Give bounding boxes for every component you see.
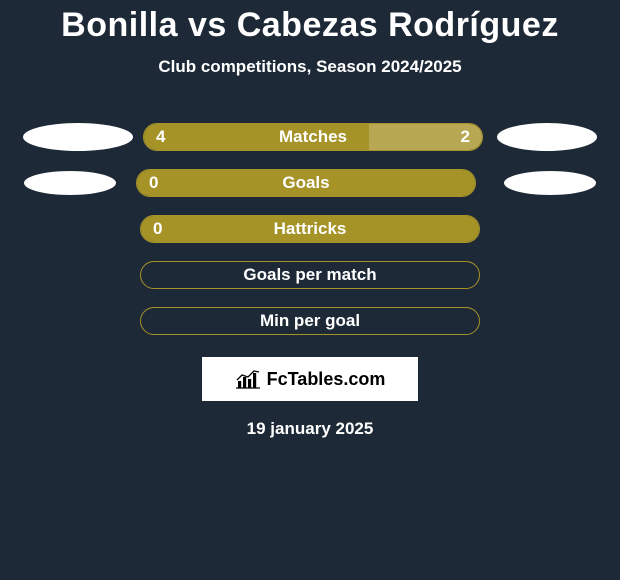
player-right-marker xyxy=(497,123,597,151)
comparison-rows: Matches42Goals0Hattricks0Goals per match… xyxy=(0,123,620,335)
comparison-row: Matches4 2 xyxy=(10,123,610,151)
brand-logo-text: FcTables.com xyxy=(267,369,386,390)
player-left-marker xyxy=(23,123,133,151)
comparison-row: Goals per match xyxy=(10,261,610,289)
stat-bar: Hattricks0 xyxy=(140,215,480,243)
stat-value-left: 0 xyxy=(153,216,162,242)
page-title: Bonilla vs Cabezas Rodríguez xyxy=(0,6,620,45)
comparison-row: Goals0 xyxy=(10,169,610,197)
stat-value-right: 2 xyxy=(461,124,470,150)
player-right-marker xyxy=(504,171,596,195)
brand-logo: FcTables.com xyxy=(202,357,418,401)
stat-bar: Matches4 2 xyxy=(143,123,483,151)
stat-value-left: 0 xyxy=(149,170,158,196)
stat-bar: Min per goal xyxy=(140,307,480,335)
page-subtitle: Club competitions, Season 2024/2025 xyxy=(0,57,620,77)
stat-value-left: 4 xyxy=(156,124,165,150)
stat-label: Goals xyxy=(137,170,475,196)
stat-bar: Goals per match xyxy=(140,261,480,289)
stat-label: Goals per match xyxy=(141,262,479,288)
comparison-card: Bonilla vs Cabezas Rodríguez Club compet… xyxy=(0,0,620,580)
snapshot-date: 19 january 2025 xyxy=(0,419,620,439)
stat-label: Matches xyxy=(144,124,482,150)
player-left-marker xyxy=(24,171,116,195)
stat-label: Hattricks xyxy=(141,216,479,242)
bar-chart-icon xyxy=(235,369,261,389)
comparison-row: Hattricks0 xyxy=(10,215,610,243)
stat-label: Min per goal xyxy=(141,308,479,334)
comparison-row: Min per goal xyxy=(10,307,610,335)
stat-bar: Goals0 xyxy=(136,169,476,197)
